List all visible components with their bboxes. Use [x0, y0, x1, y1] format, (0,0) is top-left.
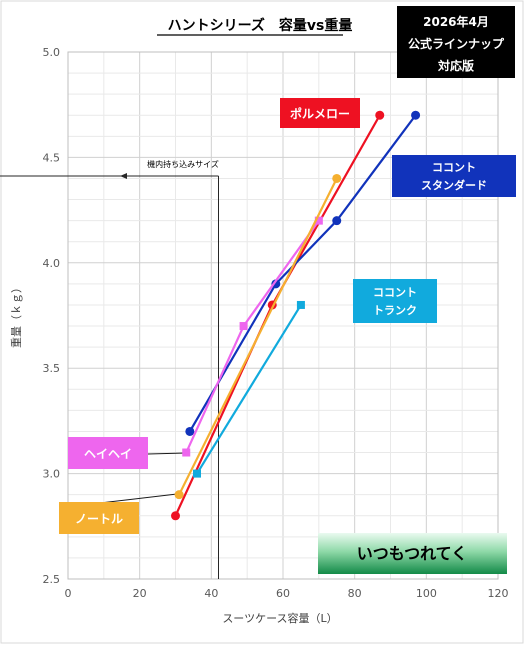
x-tick-label: 120 — [488, 587, 509, 600]
x-axis: 0 20 40 60 80 100 120 — [65, 587, 509, 600]
version-badge-box — [397, 6, 515, 78]
notre-label: ノートル — [75, 512, 123, 526]
cocont-standard-label-line1: ココント — [432, 161, 476, 174]
y-tick-label: 3.0 — [43, 468, 61, 481]
series-line — [196, 304, 302, 475]
cocont-standard-label-box — [392, 155, 516, 197]
data-point — [332, 216, 342, 226]
y-axis: 2.5 3.0 3.5 4.0 4.5 5.0 — [43, 46, 61, 586]
y-tick-label: 2.5 — [43, 573, 61, 586]
notre-leader-line — [99, 493, 178, 504]
callout-heyhey: ヘイヘイ — [68, 437, 148, 469]
heyhey-label: ヘイヘイ — [84, 447, 132, 461]
series-2 — [193, 300, 305, 478]
slogan-text: いつもつれてく — [357, 544, 467, 563]
version-badge-line3: 対応版 — [437, 58, 474, 73]
polmellow-label-box — [280, 98, 360, 128]
y-tick-label: 5.0 — [43, 46, 61, 59]
x-tick-label: 60 — [276, 587, 290, 600]
version-badge: 2026年4月 公式ラインナップ 対応版 — [397, 6, 515, 78]
series-0 — [171, 110, 385, 521]
y-axis-label: 重量（ｋｇ） — [9, 282, 23, 348]
y-tick-label: 4.0 — [43, 257, 61, 270]
callout-polmellow: ポルメロー — [280, 98, 360, 128]
carry-on-reference: 機内持ち込みサイズ — [0, 159, 219, 579]
series-3 — [182, 216, 323, 457]
data-point — [171, 511, 180, 521]
cocont-trunk-label-box — [353, 279, 437, 323]
data-point — [375, 110, 385, 120]
data-point — [411, 110, 421, 120]
x-tick-label: 20 — [133, 587, 147, 600]
arrow-head-icon — [120, 173, 127, 179]
slogan-banner: いつもつれてく — [318, 533, 507, 574]
data-point — [332, 173, 342, 183]
y-tick-label: 3.5 — [43, 362, 61, 375]
data-point — [185, 426, 195, 436]
cocont-standard-label-line2: スタンダード — [421, 178, 487, 192]
series-line — [178, 177, 338, 496]
x-tick-label: 80 — [348, 587, 362, 600]
series-line — [188, 114, 417, 432]
data-point — [174, 490, 184, 500]
data-point — [239, 322, 248, 331]
data-point — [193, 469, 201, 478]
cocont-trunk-label-line1: ココント — [373, 286, 417, 299]
version-badge-line1: 2026年4月 — [423, 14, 489, 29]
callout-cocont-trunk: ココント トランク — [353, 279, 437, 323]
data-point — [314, 216, 323, 225]
heyhey-label-box — [68, 437, 148, 469]
series-1 — [185, 110, 421, 436]
y-tick-label: 4.5 — [43, 151, 61, 164]
series-layer — [171, 110, 421, 521]
slogan-banner-box — [318, 533, 507, 574]
notre-label-box — [59, 502, 139, 534]
chart-title: ハントシリーズ 容量vs重量 — [168, 17, 353, 34]
x-tick-label: 100 — [416, 587, 437, 600]
data-point — [182, 448, 191, 457]
x-tick-label: 0 — [65, 587, 72, 600]
x-axis-label: スーツケース容量（L） — [222, 611, 337, 625]
data-point — [271, 279, 281, 289]
polmellow-label: ポルメロー — [290, 106, 350, 121]
x-tick-label: 40 — [204, 587, 218, 600]
version-badge-line2: 公式ラインナップ — [408, 36, 505, 51]
callout-cocont-standard: ココント スタンダード — [392, 155, 516, 197]
data-point — [296, 300, 305, 309]
plot-area — [67, 51, 499, 580]
series-4 — [174, 173, 342, 500]
callout-notre: ノートル — [59, 502, 139, 534]
heyhey-leader-line — [147, 452, 187, 455]
carry-on-label: 機内持ち込みサイズ — [147, 159, 219, 169]
cocont-trunk-label-line2: トランク — [373, 304, 417, 317]
